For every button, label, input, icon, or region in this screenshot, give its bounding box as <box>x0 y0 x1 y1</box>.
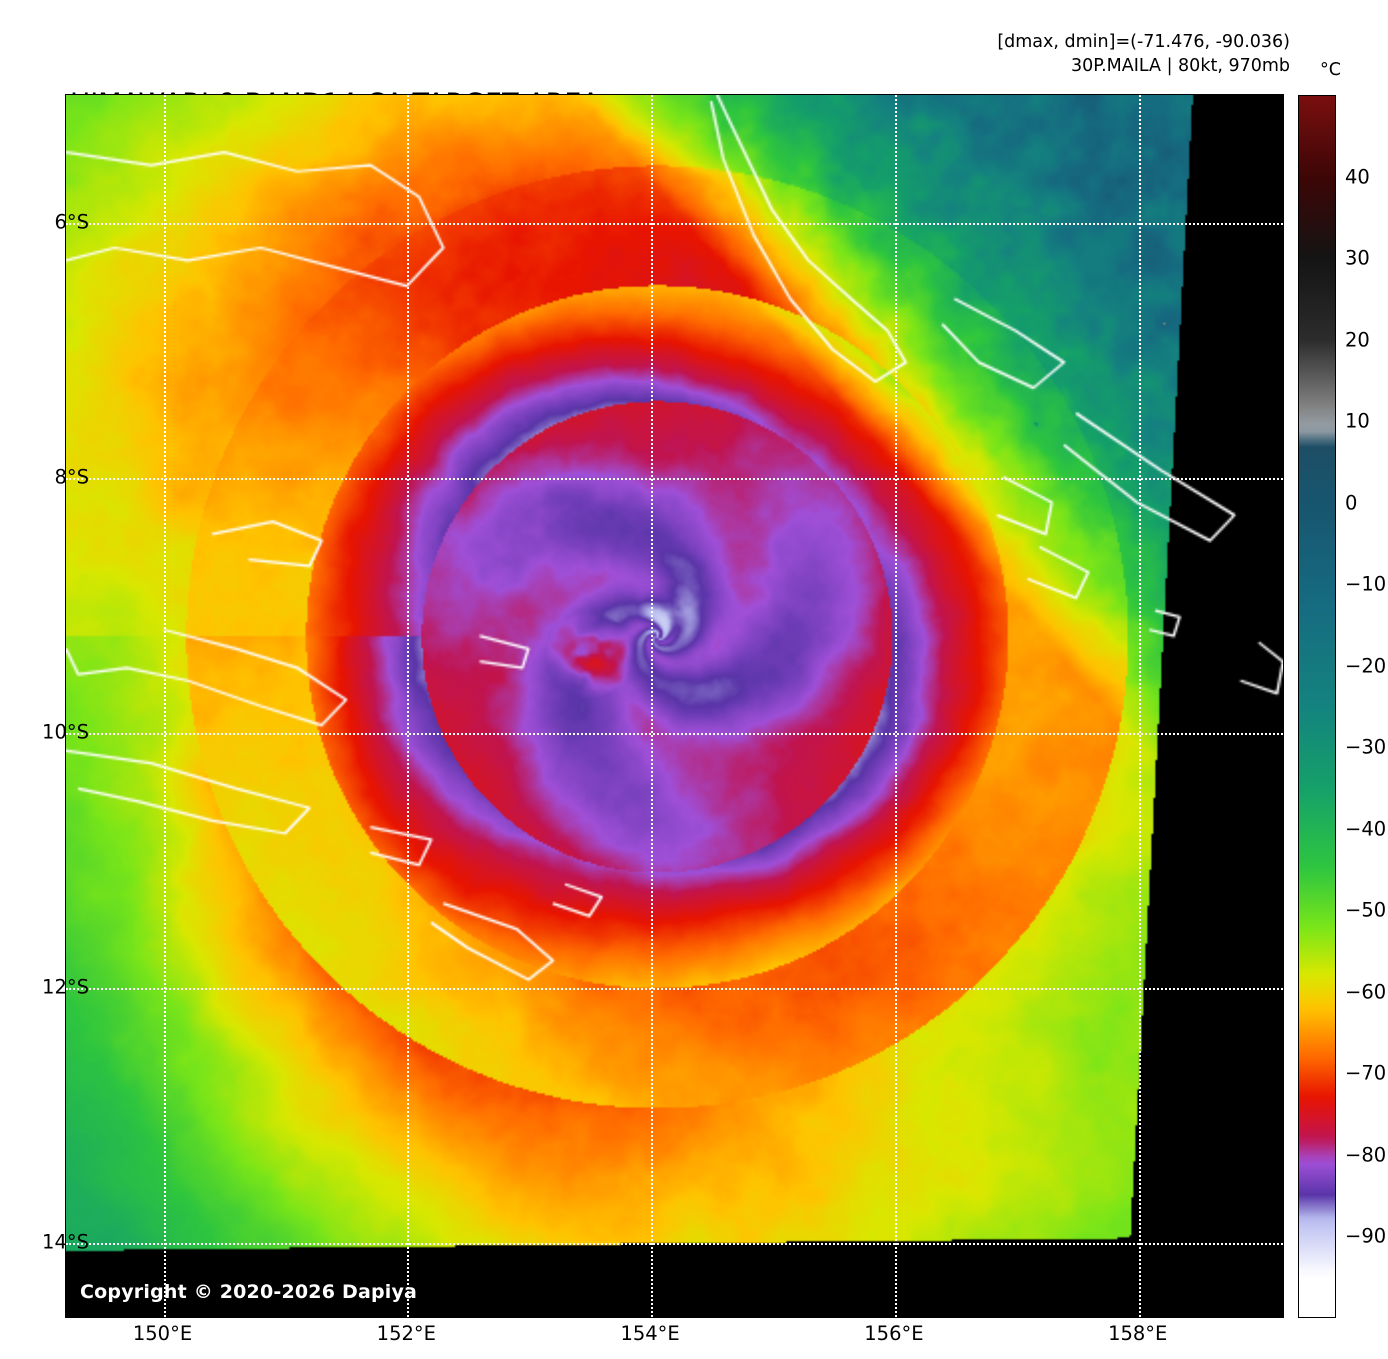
x-tick-150°E: 150°E <box>132 1322 193 1345</box>
x-tick-158°E: 158°E <box>1108 1322 1168 1345</box>
header: HIMAWARI-9 BAND14-CA TARGET AREA Time: 2… <box>0 0 1388 223</box>
copyright-label: Copyright © 2020-2026 Dapiya <box>80 1281 418 1303</box>
colorbar-tick--80: −80 <box>1345 1143 1387 1167</box>
dminmax-label: [dmax, dmin]=(-71.476, -90.036) <box>997 32 1290 52</box>
colorbar-tick--60: −60 <box>1345 980 1387 1004</box>
y-tick-14°S: 14°S <box>42 1230 89 1253</box>
metadata-block: [dmax, dmin]=(-71.476, -90.036) 30P.MAIL… <box>997 31 1290 78</box>
colorbar-tick--90: −90 <box>1345 1224 1387 1248</box>
x-tick-154°E: 154°E <box>620 1322 680 1345</box>
y-tick-10°S: 10°S <box>42 720 89 743</box>
colorbar-tick-40: 40 <box>1345 165 1370 189</box>
colorbar-tick--50: −50 <box>1345 898 1387 922</box>
y-tick-8°S: 8°S <box>54 465 89 488</box>
satellite-image-plot[interactable]: Copyright © 2020-2026 Dapiya <box>65 94 1284 1318</box>
colorbar-tick--10: −10 <box>1345 572 1387 596</box>
x-tick-156°E: 156°E <box>864 1322 924 1345</box>
colorbar-tick--30: −30 <box>1345 735 1387 759</box>
colorbar-tick-0: 0 <box>1345 491 1358 515</box>
temperature-colorbar[interactable] <box>1298 95 1336 1318</box>
y-tick-12°S: 12°S <box>42 975 89 998</box>
colorbar-tick-30: 30 <box>1345 246 1370 270</box>
colorbar-tick--40: −40 <box>1345 817 1387 841</box>
x-tick-152°E: 152°E <box>376 1322 436 1345</box>
infrared-satellite-raster <box>66 95 1283 1317</box>
colorbar-unit-label: °C <box>1320 60 1341 80</box>
y-tick-6°S: 6°S <box>54 210 89 233</box>
storm-info-label: 30P.MAILA | 80kt, 970mb <box>1071 55 1290 76</box>
colorbar-tick-10: 10 <box>1345 409 1370 433</box>
colorbar-tick-20: 20 <box>1345 328 1370 352</box>
colorbar-tick--70: −70 <box>1345 1061 1387 1085</box>
colorbar-tick--20: −20 <box>1345 654 1387 678</box>
